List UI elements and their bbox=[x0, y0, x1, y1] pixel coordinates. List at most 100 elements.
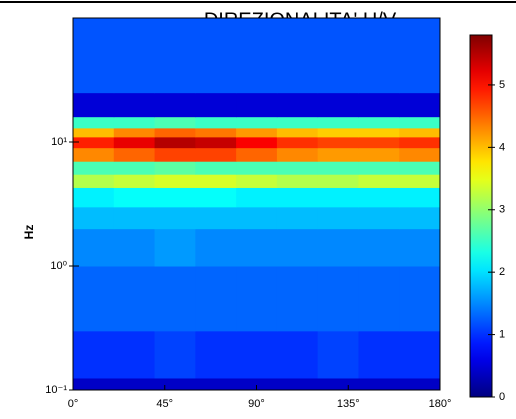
x-tick-label: 135° bbox=[337, 398, 360, 410]
heat-cell bbox=[276, 116, 319, 129]
heat-cell bbox=[195, 330, 237, 379]
heat-cell bbox=[358, 228, 400, 267]
heat-cell bbox=[317, 161, 359, 175]
heat-cell bbox=[358, 161, 400, 175]
heat-cell bbox=[276, 127, 319, 138]
heat-cell bbox=[236, 330, 278, 379]
heat-cell bbox=[358, 136, 400, 149]
heat-cell bbox=[236, 18, 278, 94]
heat-cell bbox=[73, 161, 115, 175]
heat-cell bbox=[73, 147, 115, 162]
heat-cell bbox=[358, 206, 400, 230]
heat-cell bbox=[399, 136, 441, 149]
heat-cell bbox=[317, 228, 359, 267]
heat-cell bbox=[276, 187, 319, 208]
heat-cell bbox=[195, 136, 237, 149]
heat-cell bbox=[399, 116, 441, 129]
heat-cell bbox=[195, 174, 237, 188]
heat-cell bbox=[358, 18, 400, 94]
heat-cell bbox=[195, 187, 237, 208]
heat-cell bbox=[195, 116, 237, 129]
heat-cell bbox=[154, 187, 196, 208]
heat-cell bbox=[113, 206, 156, 230]
heat-cell bbox=[236, 116, 278, 129]
heat-cell bbox=[73, 174, 115, 188]
heat-cell bbox=[154, 136, 196, 149]
heat-cell bbox=[317, 206, 359, 230]
heat-cell bbox=[113, 266, 156, 332]
heat-cell bbox=[358, 147, 400, 162]
colorbar bbox=[469, 34, 493, 398]
heat-cell bbox=[276, 92, 319, 118]
heat-cell bbox=[195, 206, 237, 230]
heat-cell bbox=[236, 92, 278, 118]
heat-cell bbox=[317, 330, 359, 379]
heat-cell bbox=[358, 266, 400, 332]
heat-cell bbox=[195, 127, 237, 138]
y-axis-label: Hz bbox=[22, 225, 36, 240]
heat-cell bbox=[276, 174, 319, 188]
x-tick-label: 180° bbox=[429, 398, 452, 410]
heat-cell bbox=[317, 187, 359, 208]
heat-cell bbox=[195, 377, 237, 391]
heat-cell bbox=[73, 377, 115, 391]
heat-cell bbox=[195, 161, 237, 175]
heat-cell bbox=[276, 147, 319, 162]
heat-cell bbox=[195, 228, 237, 267]
heat-cell bbox=[358, 377, 400, 391]
heat-cell bbox=[113, 377, 156, 391]
heat-cell bbox=[154, 127, 196, 138]
heat-cell bbox=[73, 330, 115, 379]
heat-cell bbox=[276, 136, 319, 149]
heat-cell bbox=[399, 92, 441, 118]
heat-cell bbox=[317, 266, 359, 332]
heat-cell bbox=[399, 206, 441, 230]
heat-cell bbox=[236, 161, 278, 175]
heat-cell bbox=[113, 147, 156, 162]
colorbar-tick-label: 4 bbox=[499, 141, 505, 153]
heat-cell bbox=[236, 174, 278, 188]
heat-cell bbox=[317, 147, 359, 162]
heat-cell bbox=[154, 161, 196, 175]
heat-cell bbox=[154, 116, 196, 129]
heat-cell bbox=[73, 92, 115, 118]
heat-cell bbox=[73, 228, 115, 267]
heat-cell bbox=[113, 92, 156, 118]
heat-cell bbox=[154, 330, 196, 379]
colorbar-tick-label: 0 bbox=[499, 391, 505, 403]
heat-cell bbox=[195, 147, 237, 162]
heat-cell bbox=[317, 92, 359, 118]
heat-cell bbox=[399, 377, 441, 391]
x-tick-label: 45° bbox=[156, 398, 173, 410]
heat-cell bbox=[317, 377, 359, 391]
heat-cell bbox=[276, 330, 319, 379]
y-tick-label: 10¹ bbox=[51, 136, 67, 148]
heat-cell bbox=[358, 174, 400, 188]
heat-cell bbox=[236, 187, 278, 208]
heat-cell bbox=[236, 136, 278, 149]
heat-cell bbox=[399, 187, 441, 208]
heat-cell bbox=[399, 330, 441, 379]
heat-cell bbox=[399, 147, 441, 162]
heat-cell bbox=[195, 18, 237, 94]
x-tick-label: 0° bbox=[68, 398, 79, 410]
heat-cell bbox=[154, 228, 196, 267]
heat-cell bbox=[73, 266, 115, 332]
heat-cell bbox=[113, 187, 156, 208]
heat-cell bbox=[358, 127, 400, 138]
heat-cell bbox=[358, 92, 400, 118]
heat-cell bbox=[73, 136, 115, 149]
heat-cell bbox=[399, 161, 441, 175]
heat-cell bbox=[317, 127, 359, 138]
heat-cell bbox=[276, 228, 319, 267]
heat-cell bbox=[195, 92, 237, 118]
heat-cell bbox=[113, 116, 156, 129]
heat-cell bbox=[73, 116, 115, 129]
heat-cell bbox=[399, 174, 441, 188]
x-tick-label: 90° bbox=[248, 398, 265, 410]
heat-cell bbox=[113, 161, 156, 175]
heat-cell bbox=[154, 206, 196, 230]
heat-cell bbox=[399, 266, 441, 332]
heat-cell bbox=[236, 206, 278, 230]
